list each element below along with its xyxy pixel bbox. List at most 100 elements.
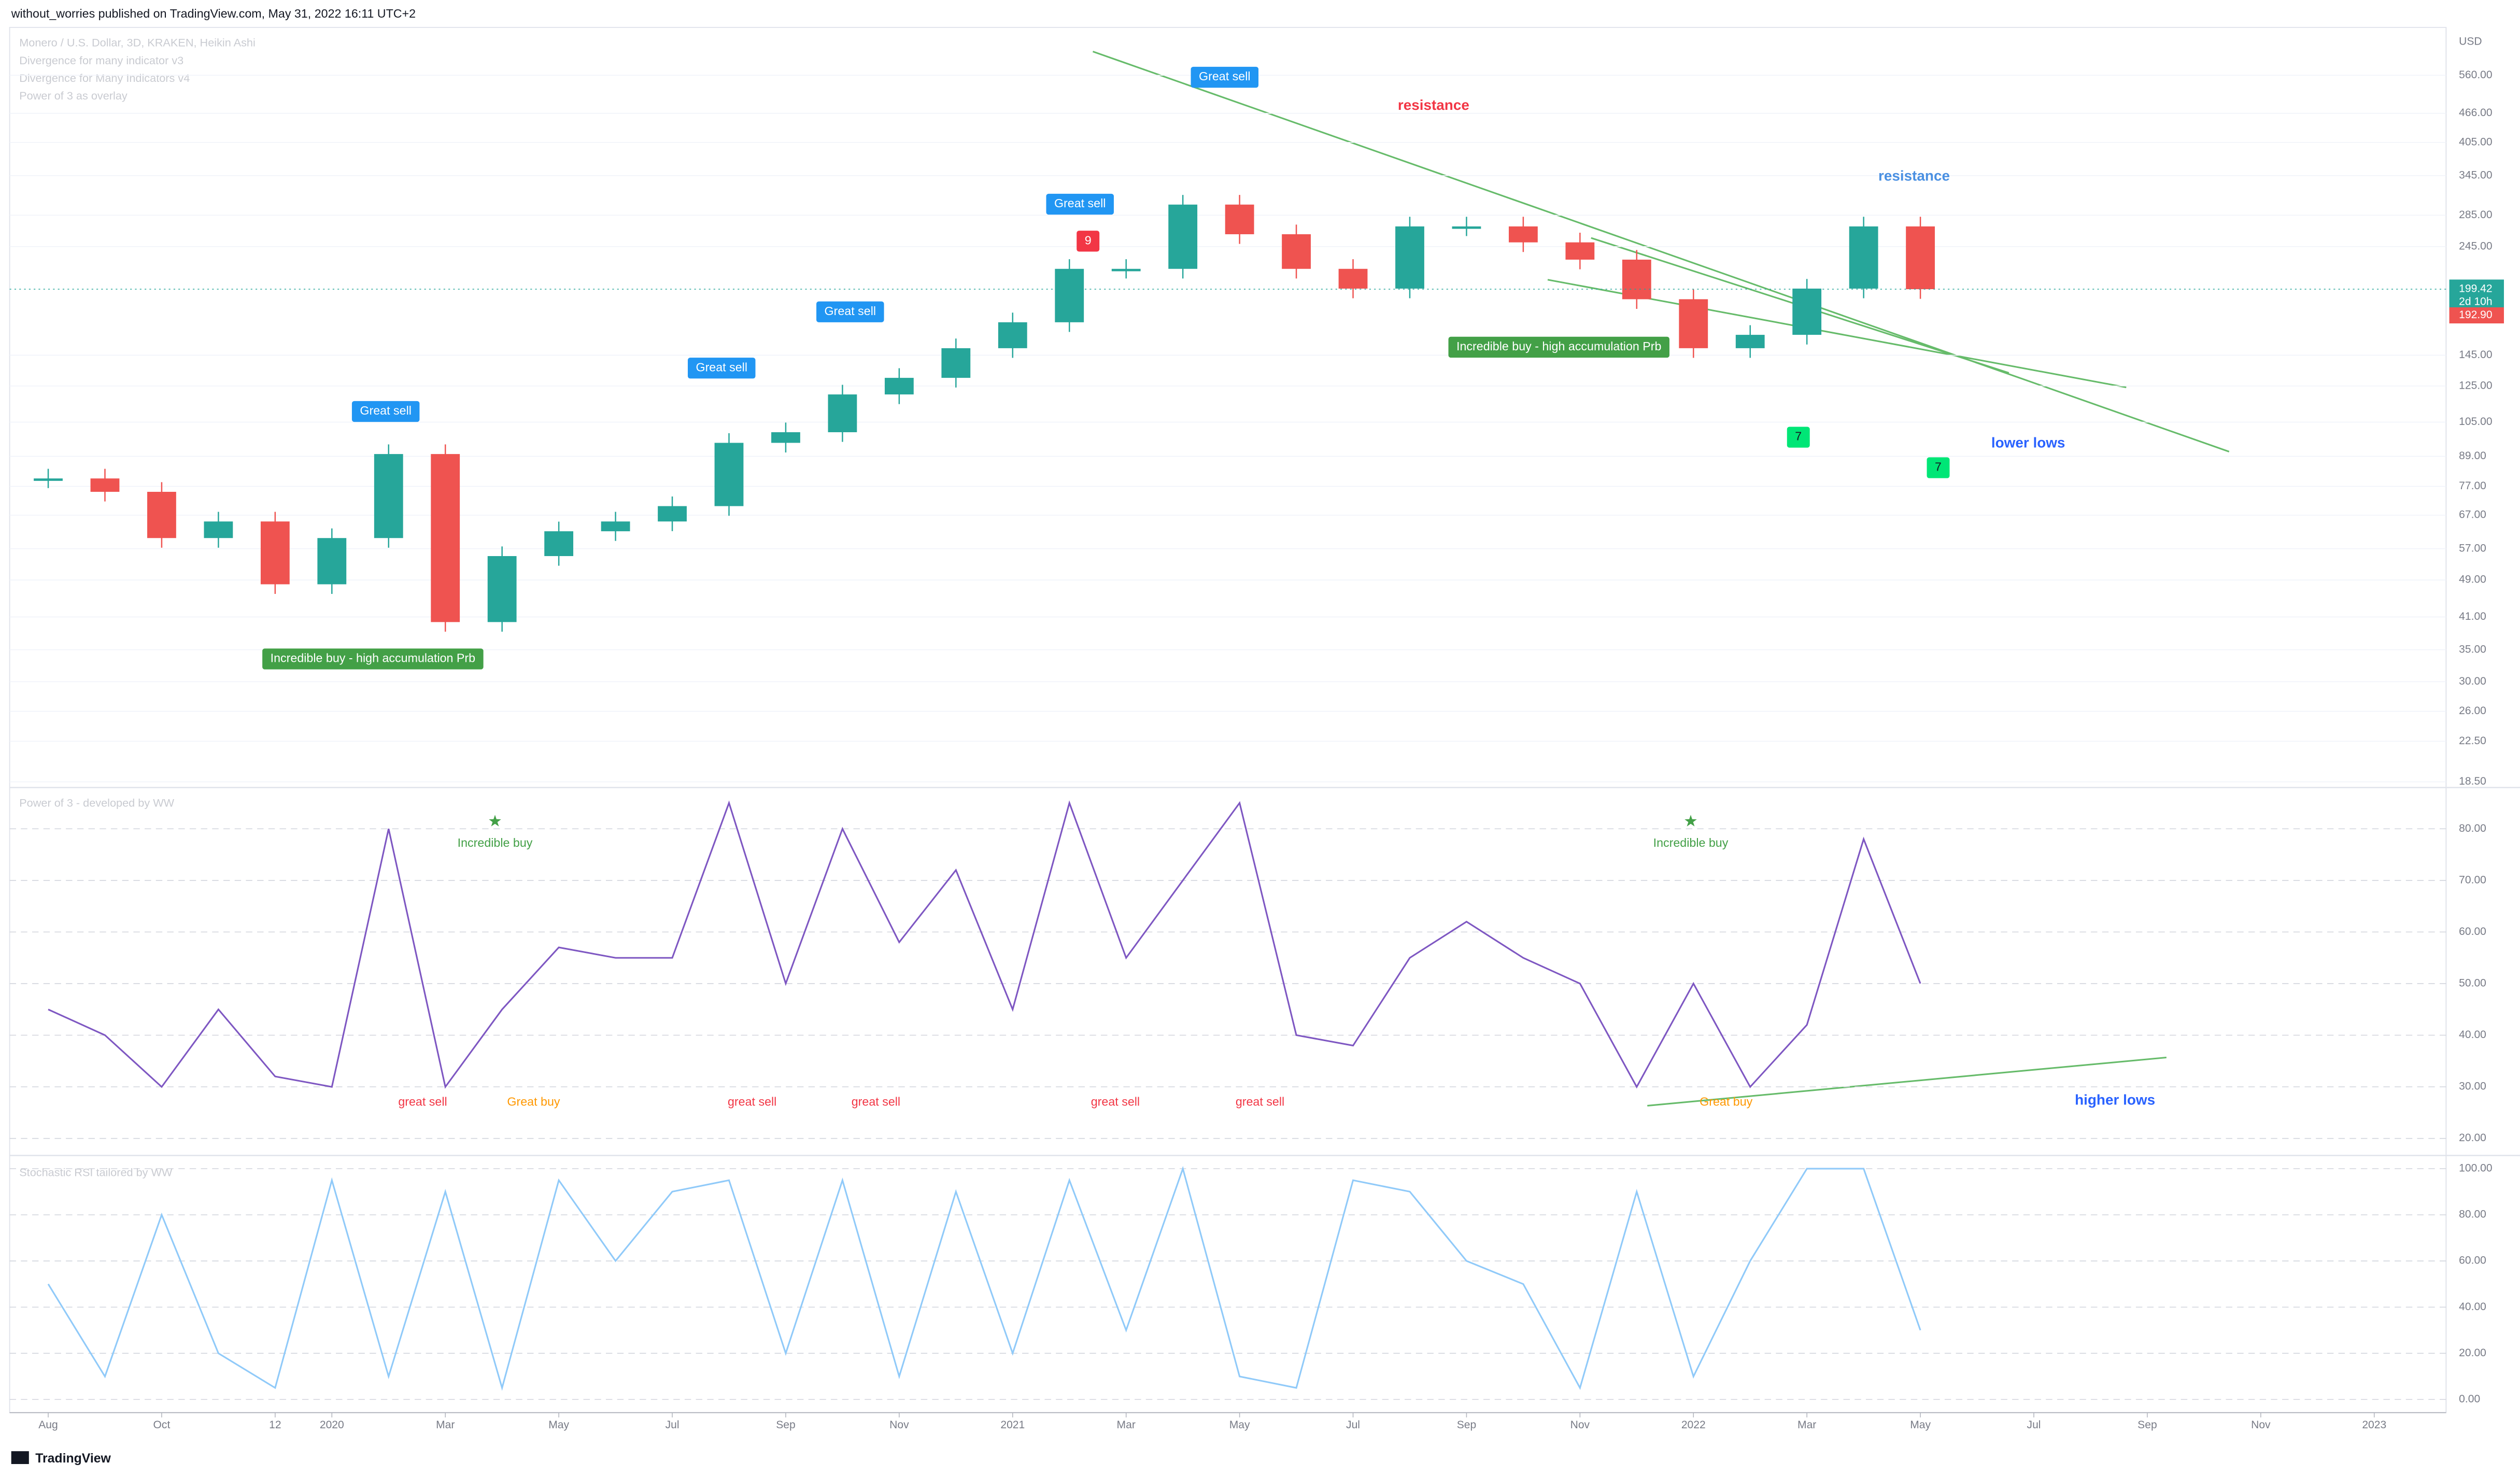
y-tick-label: 49.00 [2459,574,2486,586]
x-tick-label: Nov [2251,1419,2271,1431]
price-tag-countdown: 2d 10h [2459,295,2492,307]
candle-body [714,443,744,506]
x-tick-label: Sep [2137,1419,2157,1431]
candle-body [1565,242,1595,260]
annotation: great sell [398,1095,447,1108]
y-tick-label: 30.00 [2459,675,2486,687]
y-tick-label: 80.00 [2459,822,2486,834]
y-tick-label: 50.00 [2459,977,2486,989]
plot-layer: 560.00 466.00 405.00 345.00 285.00 245.00 145.… [9,66,2504,1431]
publisher: without_worries published on TradingView… [11,7,416,20]
annotation: Great sell [825,304,876,318]
candle-body [771,432,800,443]
y-tick-label: 285.00 [2459,209,2492,221]
x-tick-label: Jul [666,1419,679,1431]
y-tick-label: 125.00 [2459,379,2492,391]
x-tick-label: Sep [776,1419,796,1431]
annotation-box [1191,66,1259,88]
x-tick-label: Mar [436,1419,455,1431]
indicator-line [47,1166,1921,1391]
candle-body [1792,288,1822,335]
x-tick-label: May [1229,1419,1250,1431]
annotation: Incredible buy [1653,836,1729,849]
x-tick-label: Nov [889,1419,909,1431]
price-tag-value: 192.90 [2459,309,2492,321]
y-tick-label: 26.00 [2459,705,2486,717]
annotation-box [1448,336,1669,358]
star-icon [1684,815,1697,827]
x-tick-label: 2022 [1681,1419,1706,1431]
annotation-box [816,301,884,322]
price-tag [2449,307,2504,324]
candle-body [34,478,63,481]
candle-body [487,556,517,622]
y-tick-label: 60.00 [2459,1255,2486,1267]
annotation: Incredible buy - high accumulation Prb [1456,339,1661,353]
x-tick-label: 2023 [2362,1419,2386,1431]
x-tick-label: Mar [1797,1419,1816,1431]
symbol-legend: Monero / U.S. Dollar, 3D, KRAKEN, Heikin… [19,36,256,49]
x-tick-label: Oct [153,1419,171,1431]
candle-body [601,521,630,532]
annotation: great sell [852,1095,900,1108]
y-tick-label: 57.00 [2459,542,2486,554]
x-tick-label: May [1910,1419,1931,1431]
candle-body [1225,204,1254,234]
annotation: Great sell [1054,196,1106,210]
annotation: lower lows [1991,434,2065,450]
x-tick-label: Nov [1570,1419,1590,1431]
annotation: Great sell [1199,69,1251,83]
candle-body [544,531,574,557]
candle-body [374,454,403,538]
candle-body [260,521,290,585]
y-tick-label: 560.00 [2459,69,2492,81]
y-tick-label: 22.50 [2459,735,2486,747]
candle-body [1679,299,1708,348]
candle-body [431,454,460,622]
annotation-box [351,401,420,422]
y-tick-label: 18.50 [2459,775,2486,787]
annotation: higher lows [2075,1092,2155,1108]
annotation: 7 [1795,430,1802,443]
candle-body [658,506,687,522]
x-tick-label: 2020 [320,1419,344,1431]
annotation: Great sell [360,404,412,417]
candle-body [1849,226,1878,289]
candle-body [1508,226,1538,243]
candle-body [884,378,914,395]
candle-body [998,322,1027,348]
candle-body [1338,268,1368,289]
y-tick-label: 20.00 [2459,1347,2486,1359]
y-tick-label: 89.00 [2459,450,2486,462]
annotation-box [1927,457,1950,478]
x-tick-label: Mar [1117,1419,1136,1431]
annotation: great sell [1236,1095,1284,1108]
x-tick-label: Sep [1457,1419,1477,1431]
footer-brand: TradingView [35,1452,111,1466]
y-tick-label: 30.00 [2459,1081,2486,1092]
candle-body [90,478,120,492]
y-tick-label: 100.00 [2459,1162,2492,1174]
annotation-box [1077,231,1100,252]
annotation: 7 [1935,460,1942,474]
y-tick-label: 105.00 [2459,416,2492,428]
y-tick-label: 80.00 [2459,1209,2486,1220]
y-tick-label: 77.00 [2459,480,2486,492]
x-tick-label: 2021 [1000,1419,1025,1431]
pane-title: Power of 3 - developed by WW [19,796,174,809]
indicator-legend: Divergence for many indicator v3 [19,54,183,67]
x-tick-label: 12 [269,1419,281,1431]
x-tick-label: May [548,1419,569,1431]
y-tick-label: 466.00 [2459,107,2492,119]
y-tick-label: 245.00 [2459,240,2492,252]
candle-body [828,394,857,432]
candle-body [147,492,176,538]
trend-line [1093,50,2230,452]
currency: USD [2459,35,2482,47]
candle-body [204,521,233,538]
annotation-box [1046,193,1114,215]
y-tick-label: 145.00 [2459,349,2492,361]
annotation-box [1787,427,1810,448]
star-icon [489,815,501,827]
